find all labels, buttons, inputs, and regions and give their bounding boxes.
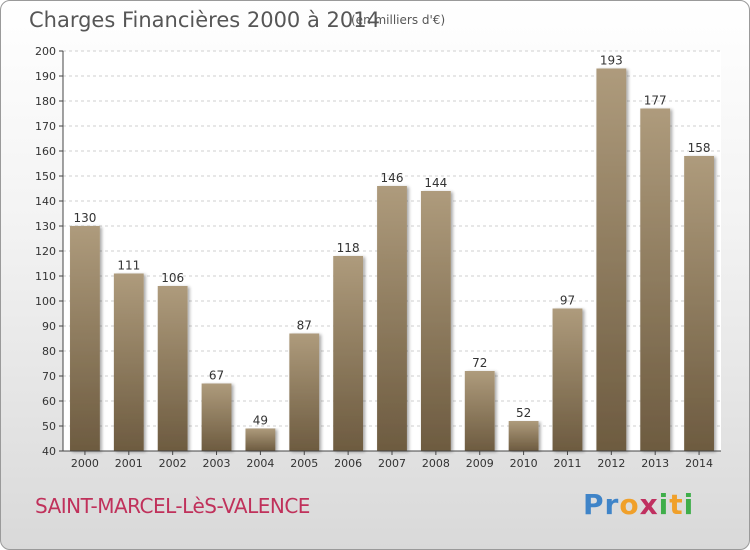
bar-2008 [420, 191, 451, 451]
bar-2002 [157, 286, 188, 451]
x-tick-label-2002: 2002 [159, 457, 187, 470]
y-tick-label: 190 [35, 70, 56, 83]
bar-2012 [596, 68, 627, 451]
x-tick-label-2005: 2005 [290, 457, 318, 470]
value-label-2012: 193 [600, 54, 623, 68]
x-tick-label-2007: 2007 [378, 457, 406, 470]
bar-2003 [201, 383, 232, 451]
y-tick-label: 150 [35, 170, 56, 183]
bar-2006 [333, 256, 364, 451]
x-tick-label-2012: 2012 [597, 457, 625, 470]
bars [70, 68, 714, 451]
x-tick-label-2014: 2014 [685, 457, 713, 470]
x-tick-label-2006: 2006 [334, 457, 362, 470]
y-tick-label: 90 [42, 320, 56, 333]
logo-letter: i [683, 488, 695, 521]
x-tick-label-2008: 2008 [422, 457, 450, 470]
city-name: SAINT-MARCEL-LèS-VALENCE [35, 494, 310, 518]
logo-letter: P [583, 488, 605, 521]
bar-2007 [377, 186, 407, 451]
bar-2004 [245, 428, 276, 451]
x-tick-label-2001: 2001 [115, 457, 143, 470]
value-label-2005: 87 [297, 319, 312, 333]
value-label-2009: 72 [472, 356, 487, 370]
y-tick-label: 50 [42, 420, 56, 433]
y-tick-label: 130 [35, 220, 56, 233]
value-label-2002: 106 [161, 271, 184, 285]
x-tick-label-2003: 2003 [203, 457, 231, 470]
y-tick-label: 100 [35, 295, 56, 308]
logo-letter: t [669, 488, 684, 521]
y-tick-label: 180 [35, 95, 56, 108]
x-tick-label-2013: 2013 [641, 457, 669, 470]
value-label-2001: 111 [117, 259, 140, 273]
y-tick-label: 40 [42, 445, 56, 458]
bar-2005 [289, 333, 320, 451]
y-tick-label: 110 [35, 270, 56, 283]
value-label-2014: 158 [688, 141, 711, 155]
proxiti-logo: Proxiti [583, 488, 694, 521]
value-label-2003: 67 [209, 369, 224, 383]
logo-letter: x [639, 488, 659, 521]
y-tick-label: 140 [35, 195, 56, 208]
y-tick-label: 120 [35, 245, 56, 258]
logo-letter: r [604, 488, 620, 521]
x-tick-label-2004: 2004 [246, 457, 274, 470]
bar-2001 [113, 273, 144, 451]
logo-letter: o [619, 488, 640, 521]
bar-2009 [464, 371, 495, 451]
value-labels: 130 111 106 67 49 87 118 146 144 72 52 97 193 177 158 [73, 54, 710, 428]
value-label-2011: 97 [560, 294, 575, 308]
value-label-2013: 177 [644, 94, 667, 108]
value-label-2010: 52 [516, 406, 531, 420]
x-tick-label-2009: 2009 [466, 457, 494, 470]
y-tick-label: 200 [35, 45, 56, 58]
x-tick-label-2000: 2000 [71, 457, 99, 470]
y-tick-label: 60 [42, 395, 56, 408]
bar-2000 [70, 226, 100, 451]
x-tick-label-2010: 2010 [510, 457, 538, 470]
chart-title: Charges Financières 2000 à 2014 [29, 8, 380, 32]
y-tick-label: 170 [35, 120, 56, 133]
y-tick-label: 70 [42, 370, 56, 383]
y-axis: 40 50 60 70 80 90 100 110 120 130 140 150 160 170 180 1… [35, 45, 721, 458]
y-tick-label: 80 [42, 345, 56, 358]
value-label-2006: 118 [337, 241, 360, 255]
x-tick-label-2011: 2011 [553, 457, 581, 470]
bar-2014 [684, 156, 714, 451]
y-tick-label: 160 [35, 145, 56, 158]
chart-unit: (en milliers d'€) [351, 13, 446, 27]
bar-2013 [640, 108, 671, 451]
value-label-2007: 146 [381, 171, 404, 185]
bar-2011 [552, 308, 583, 451]
bar-2010 [508, 421, 539, 451]
value-label-2008: 144 [424, 176, 447, 190]
value-label-2004: 49 [253, 414, 268, 428]
value-label-2000: 130 [73, 211, 96, 225]
logo-letter: i [658, 488, 670, 521]
x-axis: 2000 2001 2002 2003 2004 2005 2006 2007 2008 2009… [71, 451, 713, 470]
